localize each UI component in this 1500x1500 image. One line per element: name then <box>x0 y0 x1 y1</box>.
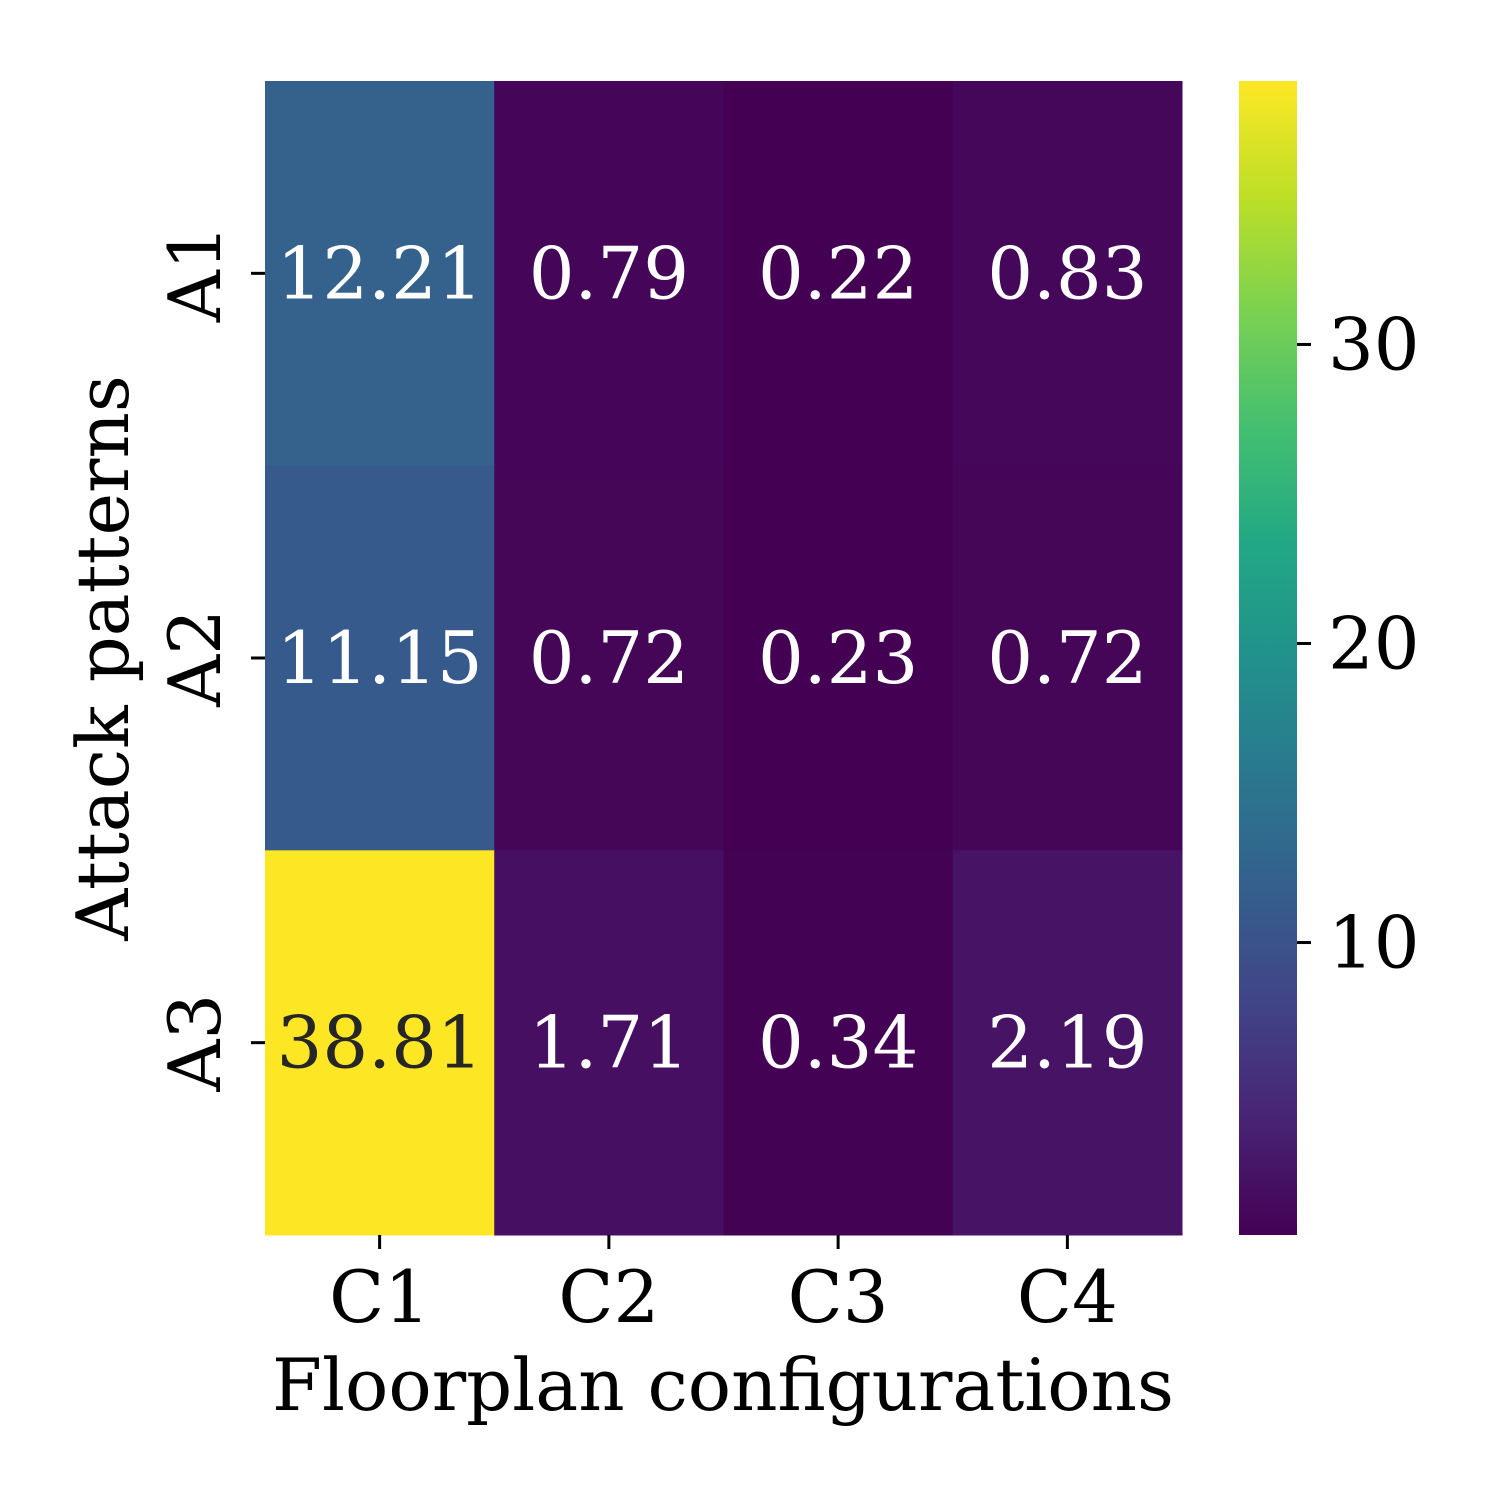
x-tick-label: C1 <box>329 1255 430 1339</box>
heatmap-cell <box>952 850 1183 1236</box>
heatmap-cell <box>494 850 724 1236</box>
heatmap-cell <box>494 465 724 851</box>
x-axis: C1 C2 C3 C4 <box>329 1235 1118 1339</box>
cell-value-labels: 12.21 0.79 0.22 0.83 11.15 0.72 0.23 0.72 38.81 1… <box>277 231 1148 1084</box>
cell-value-label: 0.34 <box>758 1001 918 1085</box>
x-axis-title: Floorplan configurations <box>272 1343 1174 1427</box>
cell-value-label: 38.81 <box>277 1001 483 1085</box>
y-tick-label: A1 <box>153 224 237 323</box>
heatmap-cell <box>723 465 954 851</box>
colorbar-tick-label: 30 <box>1328 302 1420 386</box>
cell-value-label: 0.72 <box>987 616 1147 700</box>
heatmap-cell <box>723 81 954 467</box>
heatmap-cell <box>265 81 495 467</box>
cell-value-label: 2.19 <box>987 1001 1147 1085</box>
colorbar-tick-label: 20 <box>1328 601 1420 685</box>
colorbar: 10 20 30 <box>1239 81 1420 1235</box>
heatmap-cell <box>952 465 1183 851</box>
cell-value-label: 1.71 <box>529 1001 689 1085</box>
y-axis: A1 A2 A3 <box>153 224 265 1093</box>
heatmap-cell <box>494 81 724 467</box>
cell-value-label: 12.21 <box>277 231 483 315</box>
heatmap-cell <box>265 850 495 1236</box>
cell-value-label: 0.22 <box>758 231 918 315</box>
cell-value-label: 0.72 <box>529 616 689 700</box>
x-tick-label: C2 <box>558 1255 659 1339</box>
heatmap-cells <box>265 81 1183 1236</box>
cell-value-label: 0.83 <box>987 231 1147 315</box>
heatmap-cell <box>952 81 1183 467</box>
heatmap-cell <box>265 465 495 851</box>
x-tick-label: C3 <box>788 1255 889 1339</box>
cell-value-label: 11.15 <box>277 616 483 700</box>
x-tick-label: C4 <box>1017 1255 1118 1339</box>
heatmap-cell <box>723 850 954 1236</box>
y-tick-label: A3 <box>153 994 237 1093</box>
y-axis-title: Attack patterns <box>61 375 145 942</box>
colorbar-gradient <box>1239 81 1297 1235</box>
cell-value-label: 0.79 <box>529 231 689 315</box>
y-tick-label: A2 <box>153 609 237 708</box>
colorbar-tick-label: 10 <box>1328 901 1420 985</box>
cell-value-label: 0.23 <box>758 616 918 700</box>
